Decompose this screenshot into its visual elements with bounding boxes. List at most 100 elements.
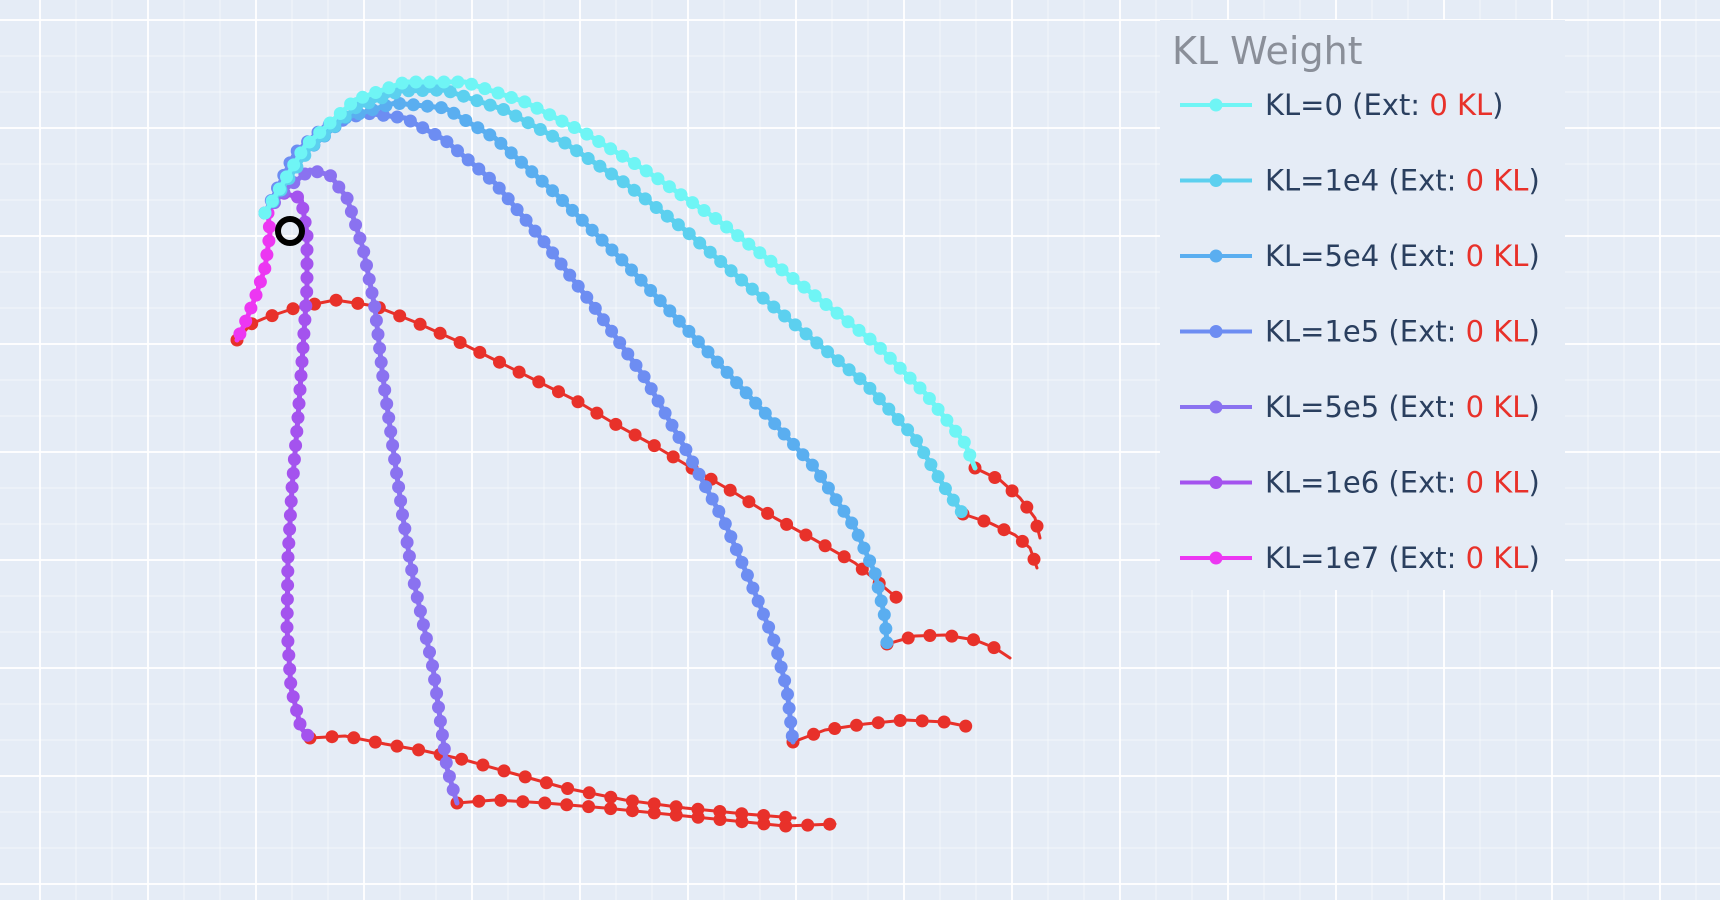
series-6-extension-point (761, 506, 775, 520)
series-2-point (845, 516, 859, 530)
series-5-point (300, 257, 314, 271)
series-0-point (518, 95, 532, 109)
series-2-point (585, 223, 599, 237)
legend: KL Weight KL=0 (Ext: 0 KL)KL=1e4 (Ext: 0… (1160, 20, 1565, 590)
series-4-extension-point (516, 795, 530, 809)
series-3-point (751, 594, 765, 608)
series-3-extension-point (959, 719, 973, 733)
series-3-point (756, 607, 770, 621)
series-5-point (291, 411, 305, 425)
series-3-point (782, 701, 796, 715)
series-0-point (423, 75, 437, 89)
legend-item[interactable]: KL=1e7 (Ext: 0 KL) (1180, 541, 1540, 575)
series-4-point (362, 272, 376, 286)
series-1-point (616, 175, 630, 189)
series-2-point (879, 622, 893, 636)
series-1-point (821, 345, 835, 359)
series-1-point (735, 273, 749, 287)
series-3-point (472, 162, 486, 176)
series-1-point (788, 318, 802, 332)
legend-item[interactable]: KL=1e5 (Ext: 0 KL) (1180, 315, 1540, 349)
series-2-point (739, 386, 753, 400)
series-4-point (374, 355, 388, 369)
series-0-point (451, 75, 465, 89)
series-5-extension-point (347, 731, 361, 745)
series-1-point (714, 255, 728, 268)
series-3-point (451, 144, 464, 158)
series-0-point (731, 229, 745, 243)
series-6-point (262, 220, 276, 234)
series-1-point (745, 282, 759, 296)
series-6-extension-point (532, 375, 546, 389)
series-5-extension-point (691, 802, 705, 816)
series-4-point (310, 165, 324, 179)
series-3-point (735, 555, 749, 569)
series-4-point (388, 452, 402, 466)
series-3-extension-point (893, 714, 907, 727)
series-4-point (353, 231, 367, 245)
series-2-point (483, 128, 497, 142)
series-5-point (300, 271, 314, 285)
series-4-point (394, 494, 408, 508)
series-3-point (501, 192, 515, 206)
series-6-extension-point (590, 406, 604, 420)
series-4-extension-point (647, 806, 661, 820)
series-4-point (407, 577, 421, 591)
series-0-point (957, 435, 971, 449)
legend-item[interactable]: KL=5e5 (Ext: 0 KL) (1180, 390, 1540, 424)
series-0-extension-point (1005, 484, 1019, 498)
series-4-point (332, 180, 346, 194)
legend-item[interactable]: KL=5e4 (Ext: 0 KL) (1180, 239, 1540, 273)
series-1-point (457, 89, 471, 103)
series-5-extension-point (476, 758, 490, 772)
legend-label-highlight: 0 KL (1429, 88, 1492, 122)
series-0-point (287, 158, 301, 172)
series-6-extension-point (889, 590, 903, 604)
series-3-point (588, 301, 602, 315)
series-1-point (767, 300, 781, 314)
series-2-point (758, 406, 772, 420)
series-2-point (796, 448, 810, 462)
legend-swatch-marker (1209, 476, 1223, 489)
legend-label: KL=5e5 (Ext: 0 KL) (1265, 390, 1540, 424)
legend-item[interactable]: KL=0 (Ext: 0 KL) (1180, 88, 1503, 122)
series-5-point (283, 662, 297, 676)
legend-item[interactable]: KL=1e4 (Ext: 0 KL) (1180, 164, 1540, 198)
series-0-point (302, 135, 316, 149)
series-3-extension (786, 714, 973, 749)
series-6-point (262, 234, 276, 248)
legend-swatch-marker (1209, 551, 1223, 565)
series-3-point (571, 279, 585, 293)
series-2-point (556, 194, 569, 207)
series-3-point (729, 543, 743, 556)
series-4-point (357, 245, 371, 259)
series-5-point (282, 536, 296, 550)
series-1-point (581, 152, 595, 165)
series-0-point (604, 142, 618, 156)
series-5-point (286, 466, 300, 480)
series-5-point (286, 690, 300, 704)
series-5-extension (303, 730, 797, 824)
legend-item[interactable]: KL=1e6 (Ext: 0 KL) (1180, 466, 1540, 500)
series-3-point (724, 530, 738, 544)
series-6-extension-point (780, 517, 794, 531)
series-1-point (910, 434, 923, 448)
series-2-point (821, 481, 835, 495)
series-0-point (258, 206, 272, 220)
series-0-point (931, 402, 945, 416)
series-6-extension-point (433, 326, 447, 340)
series-1-point (842, 363, 856, 377)
series-3-point (767, 633, 781, 647)
series-1-point (863, 381, 877, 395)
series-0-point (797, 280, 811, 294)
series-0-point (863, 332, 877, 346)
series-3-point (492, 181, 506, 195)
series-2-point (874, 594, 888, 608)
series-2-point (535, 174, 549, 188)
series-4-point (410, 590, 424, 604)
series-2-point (595, 233, 609, 247)
series-5-point (280, 606, 294, 620)
series-2-point (393, 97, 406, 110)
series-2-point (857, 541, 871, 555)
legend-swatch-marker (1209, 249, 1223, 263)
